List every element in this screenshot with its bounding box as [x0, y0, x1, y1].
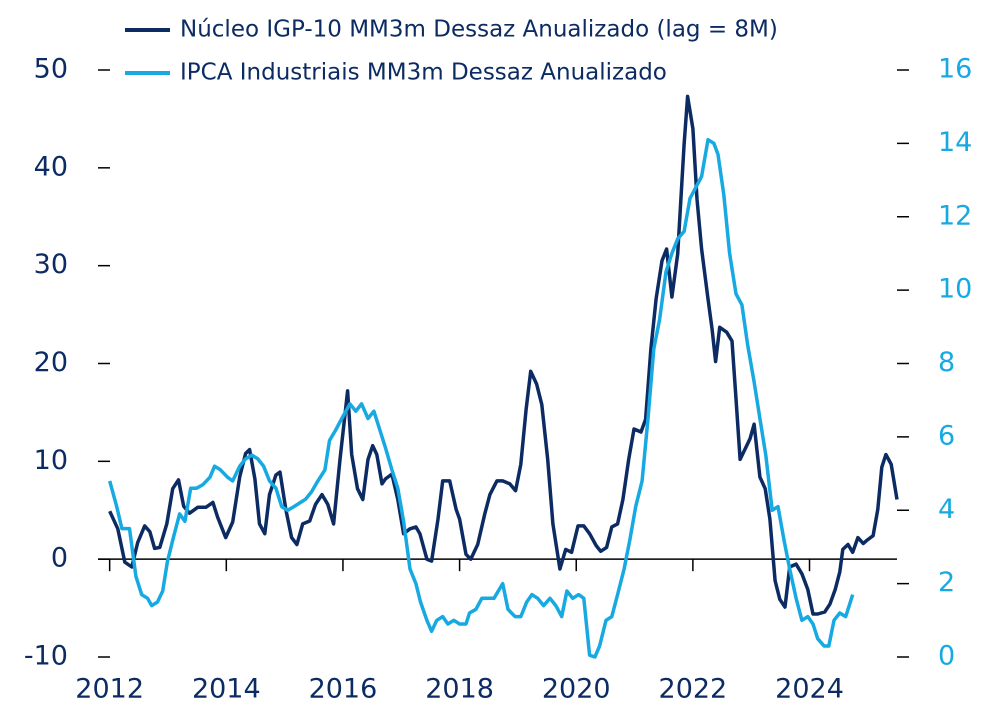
- y2-tick-label: 4: [938, 494, 955, 525]
- y2-tick-label: 12: [938, 200, 972, 231]
- legend-label: Núcleo IGP-10 MM3m Dessaz Anualizado (la…: [180, 17, 778, 43]
- y-tick-label: 40: [34, 151, 68, 182]
- y-tick-label: -10: [24, 641, 68, 672]
- y-tick-label: 30: [34, 249, 68, 280]
- y-tick-label: 50: [34, 54, 68, 85]
- x-tick-label: 2022: [659, 674, 728, 705]
- y2-tick-label: 6: [938, 420, 955, 451]
- y2-tick-label: 2: [938, 567, 955, 598]
- y2-tick-label: 16: [938, 54, 972, 85]
- x-tick-label: 2020: [542, 674, 611, 705]
- y-tick-label: 20: [34, 347, 68, 378]
- y-tick-label: 0: [51, 543, 68, 574]
- x-tick-label: 2018: [425, 674, 494, 705]
- y2-tick-label: 10: [938, 274, 972, 305]
- series-line: [108, 137, 855, 659]
- y2-tick-label: 8: [938, 347, 955, 378]
- legend-label: IPCA Industriais MM3m Dessaz Anualizado: [180, 60, 667, 86]
- y2-tick-label: 14: [938, 127, 972, 158]
- x-tick-label: 2014: [192, 674, 261, 705]
- y2-tick-label: 0: [938, 641, 955, 672]
- series-line: [108, 94, 899, 616]
- y-tick-label: 10: [34, 445, 68, 476]
- x-tick-label: 2012: [75, 674, 144, 705]
- x-tick-label: 2016: [309, 674, 378, 705]
- x-tick-label: 2024: [775, 674, 844, 705]
